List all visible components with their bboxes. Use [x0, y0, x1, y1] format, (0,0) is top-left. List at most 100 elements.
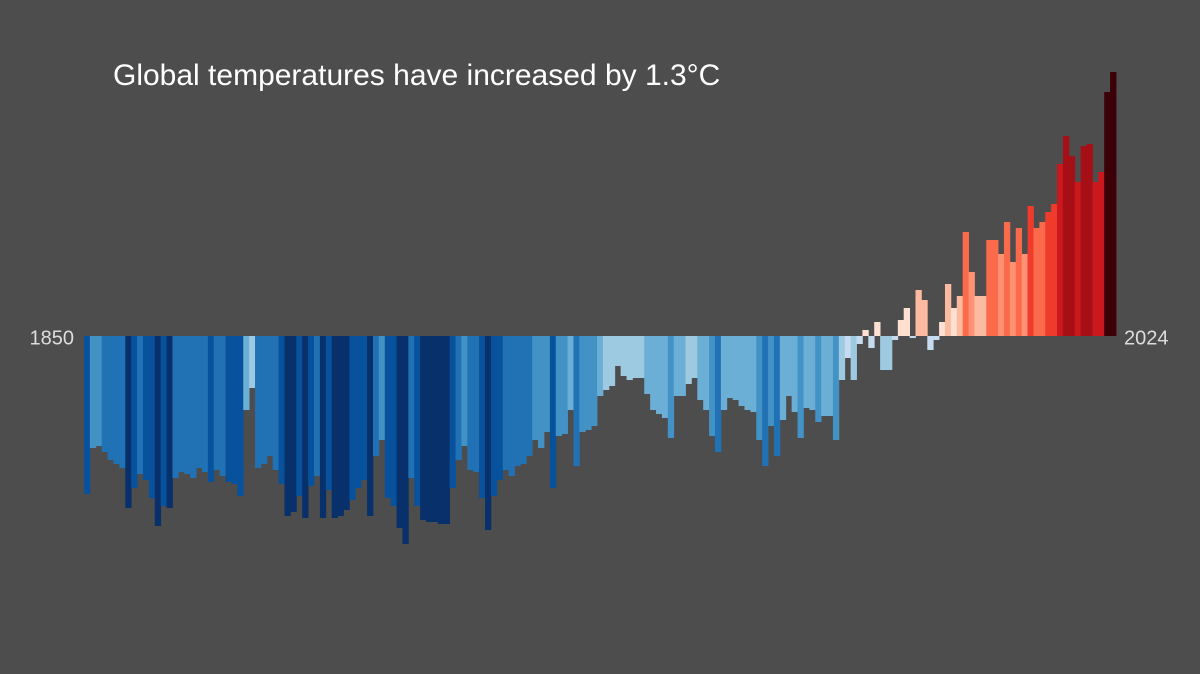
bar	[915, 290, 922, 336]
bar	[779, 336, 787, 420]
bar	[461, 336, 468, 446]
bar	[225, 336, 232, 482]
bar	[998, 254, 1005, 336]
bar	[296, 336, 303, 496]
bar	[526, 336, 533, 456]
bar	[101, 336, 108, 452]
bar	[485, 336, 492, 530]
bar	[838, 336, 846, 380]
bar	[272, 336, 280, 470]
bar	[1045, 212, 1052, 336]
bar	[479, 336, 486, 498]
bar	[992, 240, 999, 336]
bar	[178, 336, 185, 472]
bar	[243, 336, 250, 410]
bar	[968, 272, 975, 336]
bar	[160, 336, 167, 506]
bar	[266, 336, 274, 456]
bar	[1033, 228, 1040, 336]
bar	[762, 336, 769, 466]
bar	[514, 336, 521, 466]
bar	[154, 336, 162, 526]
bar	[290, 336, 297, 512]
bar	[1021, 254, 1028, 336]
bar	[166, 336, 173, 508]
bar	[502, 336, 509, 470]
x-tick-label: 2024	[1124, 327, 1169, 349]
bar	[1015, 228, 1023, 336]
bar	[886, 336, 893, 370]
bar	[809, 336, 816, 410]
bar	[591, 336, 598, 426]
bar	[231, 336, 238, 484]
bar	[361, 336, 368, 480]
bar	[880, 336, 887, 370]
bar	[750, 336, 757, 412]
bar	[1110, 72, 1117, 336]
bar	[573, 336, 580, 466]
bar	[437, 336, 445, 524]
bar	[549, 336, 557, 488]
bar	[685, 336, 692, 384]
bar	[125, 336, 132, 508]
bar	[426, 336, 433, 522]
bar	[962, 232, 969, 336]
bar	[95, 336, 103, 446]
x-tick-label: 1850	[30, 327, 75, 349]
bar	[567, 336, 574, 410]
bar	[343, 336, 350, 510]
bar	[773, 336, 781, 456]
bar	[1098, 172, 1105, 336]
bar	[927, 336, 934, 350]
bar	[891, 336, 899, 340]
bar	[284, 336, 291, 516]
bar	[986, 240, 993, 336]
bar	[207, 336, 215, 482]
bar	[378, 336, 386, 440]
bar	[1062, 136, 1070, 336]
bar	[597, 336, 604, 396]
bar	[131, 336, 138, 488]
bar	[1086, 144, 1093, 336]
bar	[1003, 222, 1011, 336]
bar	[579, 336, 586, 432]
bar	[402, 336, 409, 544]
bar	[190, 336, 197, 478]
bar	[974, 296, 981, 336]
bar	[1009, 262, 1017, 336]
bar	[644, 336, 651, 394]
bar	[325, 336, 333, 490]
bar	[89, 336, 97, 448]
bar	[768, 336, 775, 426]
bar	[107, 336, 114, 460]
bar	[956, 296, 964, 336]
bar	[638, 336, 645, 378]
bar	[827, 336, 834, 416]
bar	[903, 308, 910, 336]
bar	[532, 336, 539, 440]
bar	[921, 300, 928, 336]
bar	[113, 336, 120, 464]
bar	[337, 336, 344, 516]
bar	[538, 336, 545, 448]
bar	[119, 336, 126, 468]
bar	[939, 322, 946, 336]
bar	[1027, 206, 1034, 336]
bar	[520, 336, 527, 464]
bar	[850, 336, 857, 380]
bar	[744, 336, 751, 410]
bar	[1068, 156, 1076, 336]
bar	[555, 336, 563, 436]
bar	[308, 336, 315, 486]
bar	[691, 336, 698, 378]
bar	[184, 336, 191, 474]
bar	[443, 336, 451, 524]
bar	[455, 336, 462, 460]
bar	[473, 336, 480, 472]
bar	[319, 336, 327, 518]
bar	[726, 336, 734, 398]
bar	[791, 336, 798, 412]
bar	[449, 336, 456, 488]
bar	[803, 336, 810, 408]
